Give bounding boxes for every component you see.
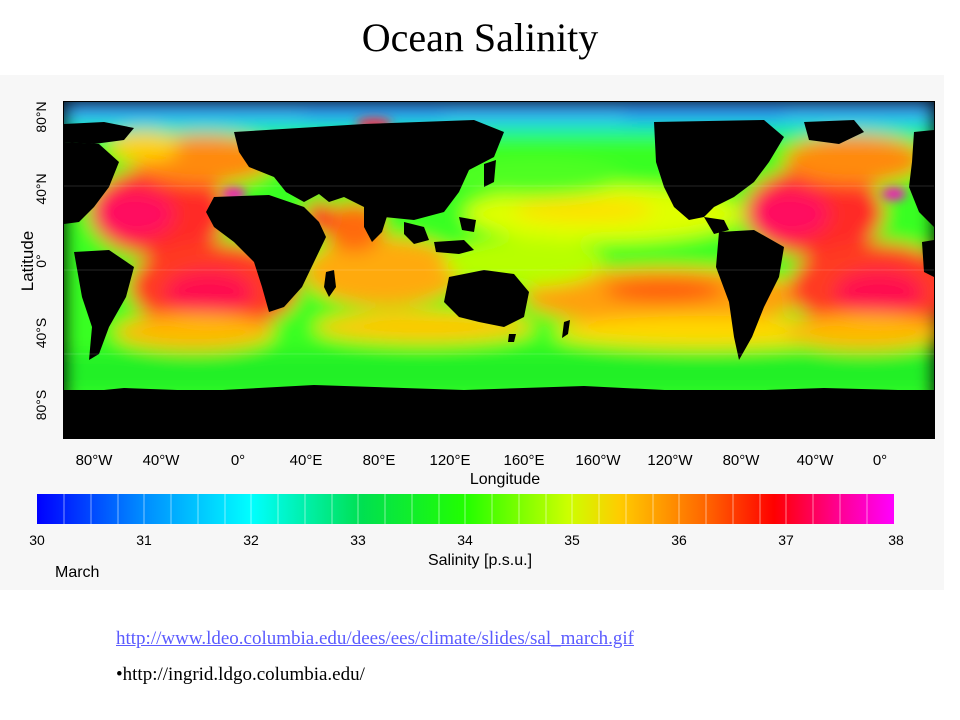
lon-tick: 80°W bbox=[75, 452, 113, 469]
salinity-map bbox=[63, 101, 935, 439]
landmasses bbox=[64, 120, 934, 438]
colorbar-label: Salinity [p.s.u.] bbox=[427, 552, 533, 569]
colorbar-tick: 37 bbox=[778, 532, 794, 548]
x-axis-label: Longitude bbox=[469, 471, 541, 488]
colorbar-tick: 38 bbox=[888, 532, 904, 548]
source-link[interactable]: http://www.ldeo.columbia.edu/dees/ees/cl… bbox=[116, 628, 634, 649]
salinity-figure: 80°N 40°N 0° 40°S 80°S Latitude 80°W 40°… bbox=[0, 75, 944, 590]
colorbar-tick: 30 bbox=[29, 532, 45, 548]
colorbar-tick: 34 bbox=[457, 532, 473, 548]
colorbar-dividers bbox=[63, 494, 868, 524]
colorbar-tick: 32 bbox=[243, 532, 259, 548]
lat-tick-40s: 40°S bbox=[33, 317, 49, 349]
map-grid bbox=[64, 185, 934, 355]
lon-tick: 0° bbox=[872, 452, 888, 469]
lon-tick: 120°W bbox=[647, 452, 693, 469]
salinity-colorbar bbox=[37, 494, 894, 524]
lon-tick: 120°E bbox=[429, 452, 471, 469]
lon-tick: 160°E bbox=[503, 452, 545, 469]
lon-tick: 40°W bbox=[796, 452, 834, 469]
colorbar-tick: 31 bbox=[136, 532, 152, 548]
lat-tick-40n: 40°N bbox=[33, 173, 49, 205]
lon-tick: 80°W bbox=[722, 452, 760, 469]
source-url-text: •http://ingrid.ldgo.columbia.edu/ bbox=[116, 664, 365, 685]
month-label: March bbox=[55, 564, 100, 581]
lon-tick: 40°W bbox=[142, 452, 180, 469]
lon-tick: 40°E bbox=[289, 452, 323, 469]
colorbar-tick: 35 bbox=[564, 532, 580, 548]
y-axis-label: Latitude bbox=[18, 230, 37, 292]
salinity-map-svg bbox=[64, 102, 934, 438]
colorbar-tick: 36 bbox=[671, 532, 687, 548]
lat-tick-80s: 80°S bbox=[33, 389, 49, 421]
lon-tick: 160°W bbox=[575, 452, 621, 469]
slide-title: Ocean Salinity bbox=[361, 15, 599, 60]
lon-tick: 80°E bbox=[362, 452, 396, 469]
colorbar-tick: 33 bbox=[350, 532, 366, 548]
lon-tick: 0° bbox=[230, 452, 246, 469]
lat-tick-80n: 80°N bbox=[33, 101, 49, 133]
